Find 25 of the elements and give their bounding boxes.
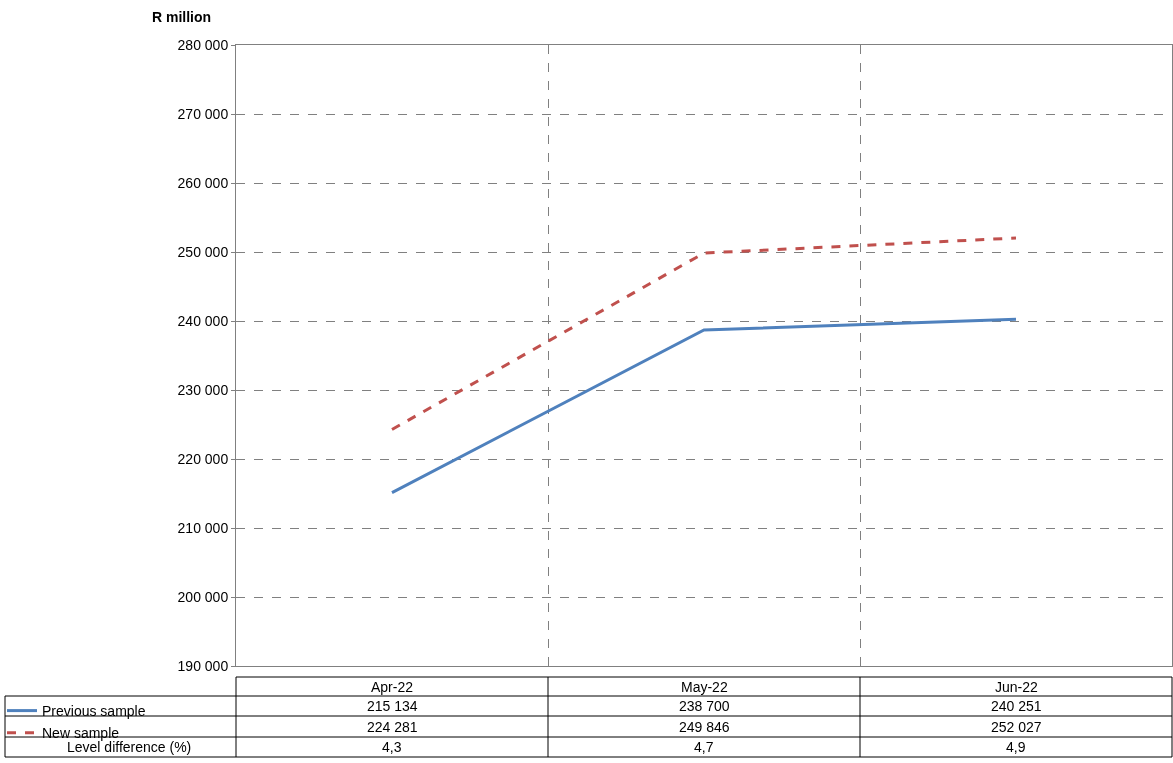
y-tick-label: 250 000 bbox=[177, 243, 229, 260]
y-tick-label: 200 000 bbox=[177, 588, 229, 605]
y-tick-label: 220 000 bbox=[177, 450, 229, 467]
x-tick-label: Apr-22 bbox=[371, 679, 414, 695]
data-label: 238 700 bbox=[679, 698, 730, 714]
legend-label: New sample bbox=[42, 725, 120, 742]
y-tick-label: 280 000 bbox=[177, 36, 229, 53]
y-tick-label: 230 000 bbox=[177, 381, 229, 398]
y-tick-label: 270 000 bbox=[177, 105, 229, 122]
data-label: 224 281 bbox=[367, 719, 418, 735]
y-tick-label: 260 000 bbox=[177, 174, 229, 191]
data-label: 249 846 bbox=[679, 719, 730, 735]
y-tick-label: 190 000 bbox=[177, 657, 229, 674]
data-label: 252 027 bbox=[991, 719, 1042, 735]
data-label: 240 251 bbox=[991, 698, 1042, 714]
x-tick-label: Jun-22 bbox=[995, 679, 1039, 695]
text: 4,3 bbox=[382, 739, 402, 755]
data-label: 215 134 bbox=[367, 698, 418, 714]
text: 4,9 bbox=[1006, 739, 1026, 755]
text: 4,7 bbox=[694, 739, 714, 755]
legend-label: Previous sample bbox=[42, 703, 146, 720]
y-axis-title: R million bbox=[152, 9, 212, 25]
y-tick-label: 240 000 bbox=[177, 312, 229, 329]
y-tick-label: 210 000 bbox=[177, 519, 229, 536]
x-tick-label: May-22 bbox=[681, 679, 728, 695]
